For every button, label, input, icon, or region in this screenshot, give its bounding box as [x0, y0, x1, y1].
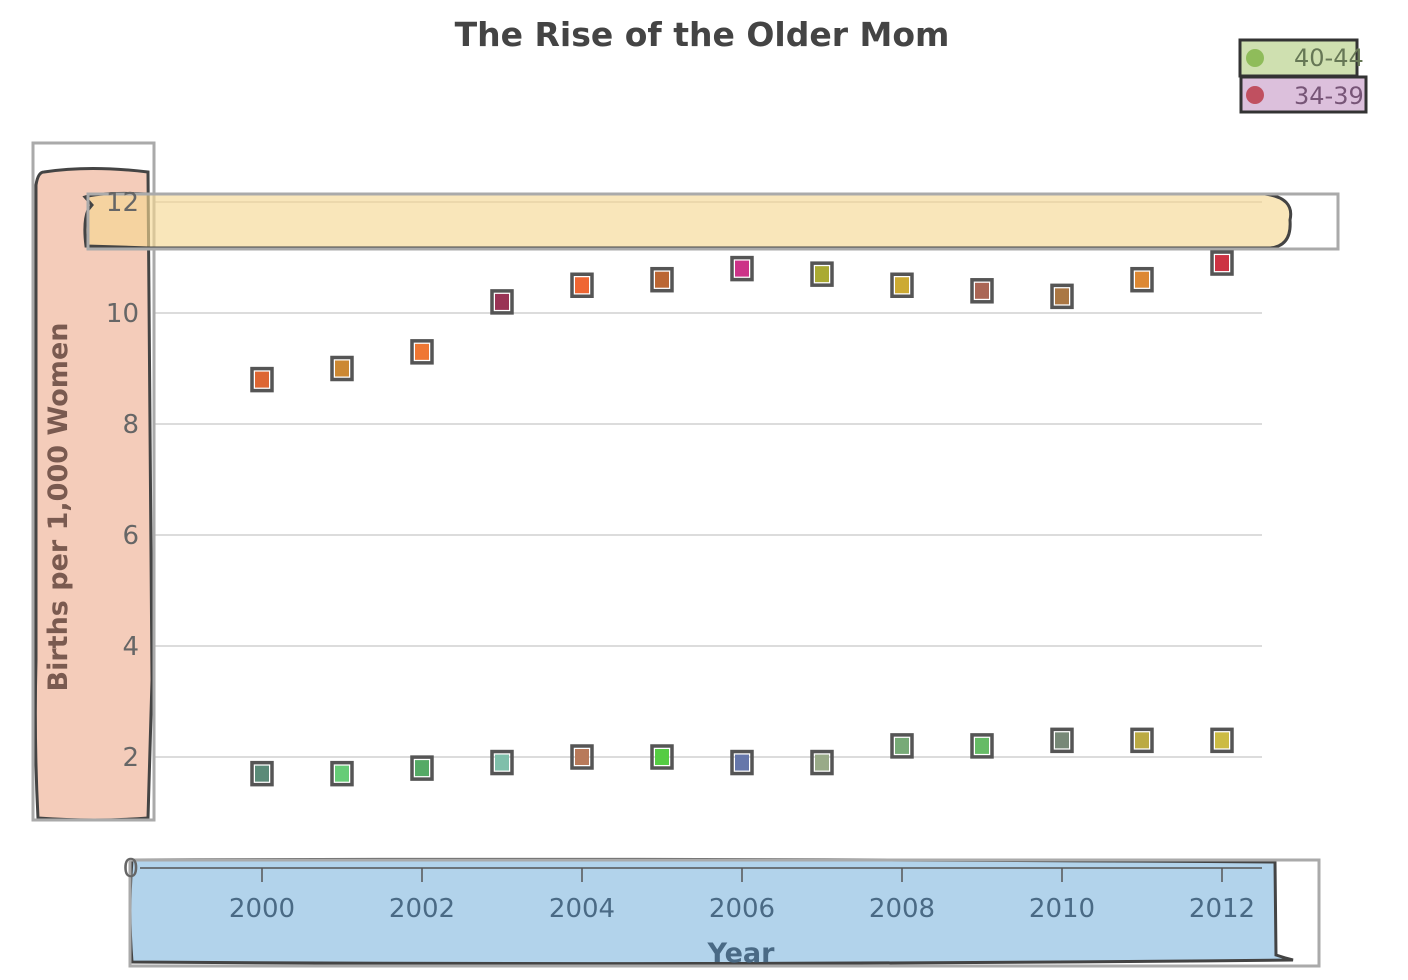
data-point-34-39-2004: [570, 272, 594, 298]
data-point-34-39-2006: [730, 255, 754, 282]
legend-item-40-44[interactable]: 40-44: [1238, 38, 1364, 78]
data-point-40-44-2006: [730, 749, 754, 776]
y-tick-label: 4: [122, 632, 139, 662]
data-point-40-44-2003: [490, 749, 514, 776]
data-point-40-44-2004: [570, 744, 594, 770]
data-point-40-44-2000: [250, 760, 274, 787]
legend-item-34-39[interactable]: 34-39: [1239, 75, 1368, 114]
data-point-40-44-2009: [970, 733, 994, 759]
x-tick-label: 2010: [1029, 894, 1095, 924]
data-point-40-44-2007: [810, 749, 834, 776]
data-point-34-39-2005: [650, 266, 674, 293]
x-tick-label: 2012: [1189, 894, 1255, 924]
legend-label-34-39: 34-39: [1294, 82, 1364, 110]
y-axis-box: [31, 141, 156, 822]
data-point-34-39-2011: [1130, 266, 1154, 293]
legend-label-40-44: 40-44: [1294, 44, 1364, 72]
legend-marker-40-44: [1246, 49, 1264, 67]
x-axis: 2000 2002 2004 2006 2008 2010 2012: [140, 867, 1262, 924]
x-tick-label: 2008: [869, 894, 935, 924]
data-point-34-39-2000: [250, 366, 274, 393]
y-tick-label: 2: [122, 743, 139, 773]
data-point-40-44-2012: [1210, 727, 1234, 754]
data-point-34-39-2002: [410, 339, 434, 365]
data-point-40-44-2002: [410, 755, 434, 781]
x-tick-label: 2000: [229, 894, 295, 924]
data-point-34-39-2001: [330, 355, 354, 382]
data-point-40-44-2005: [650, 744, 674, 770]
y-axis-title: Births per 1,000 Women: [43, 323, 74, 692]
y-tick-label: 8: [122, 410, 139, 440]
data-point-34-39-2008: [890, 272, 914, 298]
legend[interactable]: 40-44 34-39: [1238, 38, 1368, 114]
data-point-40-44-2010: [1050, 727, 1074, 754]
x-axis-box: [128, 858, 1321, 968]
x-tick-label: 2004: [549, 894, 615, 924]
legend-marker-34-39: [1246, 86, 1264, 104]
data-point-40-44-2011: [1130, 727, 1154, 754]
data-point-34-39-2009: [970, 278, 994, 304]
gridlines: [155, 201, 1262, 758]
top-band-highlight: [82, 191, 1293, 250]
chart-title: The Rise of the Older Mom: [455, 15, 950, 54]
x-tick-label: 2002: [389, 894, 455, 924]
data-point-34-39-2007: [810, 261, 834, 287]
y-tick-label: 10: [106, 299, 139, 329]
y-tick-labels: 0 2 4 6 8 10 12: [106, 188, 139, 884]
data-point-34-39-2010: [1050, 283, 1074, 310]
data-point-40-44-2008: [890, 733, 914, 759]
x-axis-title: Year: [707, 938, 776, 969]
x-tick-label: 2006: [709, 894, 775, 924]
data-point-34-39-2012: [1210, 250, 1234, 276]
data-point-40-44-2001: [330, 760, 354, 787]
data-points: [250, 250, 1234, 787]
top-band-box: [86, 192, 1340, 251]
y-tick-label: 6: [122, 521, 139, 551]
data-point-34-39-2003: [490, 289, 514, 315]
y-tick-label: 12: [106, 188, 139, 218]
y-tick-label: 0: [122, 854, 139, 884]
